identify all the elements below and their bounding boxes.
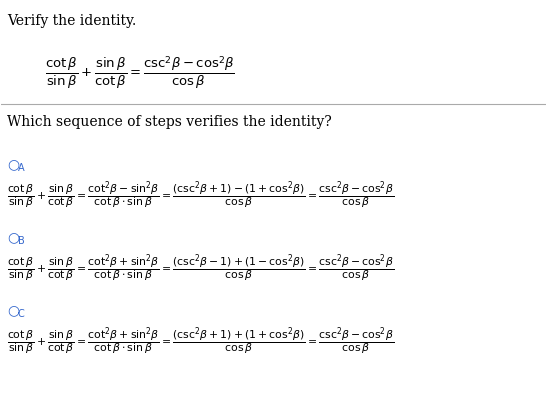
Text: $\bigcirc_{\!\mathsf{B}}$: $\bigcirc_{\!\mathsf{B}}$ bbox=[7, 231, 26, 246]
Text: $\dfrac{\cot\beta}{\sin\beta} + \dfrac{\sin\beta}{\cot\beta} = \dfrac{\cot^{2}\!: $\dfrac{\cot\beta}{\sin\beta} + \dfrac{\… bbox=[7, 251, 394, 283]
Text: $\dfrac{\cot\beta}{\sin\beta} + \dfrac{\sin\beta}{\cot\beta} = \dfrac{\cot^{2}\!: $\dfrac{\cot\beta}{\sin\beta} + \dfrac{\… bbox=[7, 324, 394, 356]
Text: $\bigcirc_{\!\mathsf{C}}$: $\bigcirc_{\!\mathsf{C}}$ bbox=[7, 304, 26, 319]
Text: $\dfrac{\cot\beta}{\sin\beta} + \dfrac{\sin\beta}{\cot\beta} = \dfrac{\cot^{2}\!: $\dfrac{\cot\beta}{\sin\beta} + \dfrac{\… bbox=[7, 178, 394, 210]
Text: Verify the identity.: Verify the identity. bbox=[7, 13, 136, 27]
Text: $\bigcirc_{\!\mathsf{A}}$: $\bigcirc_{\!\mathsf{A}}$ bbox=[7, 158, 26, 173]
Text: $\dfrac{\cot\beta}{\sin\beta} + \dfrac{\sin\beta}{\cot\beta} = \dfrac{\csc^{2}\!: $\dfrac{\cot\beta}{\sin\beta} + \dfrac{\… bbox=[45, 54, 235, 91]
Text: Which sequence of steps verifies the identity?: Which sequence of steps verifies the ide… bbox=[7, 115, 331, 129]
